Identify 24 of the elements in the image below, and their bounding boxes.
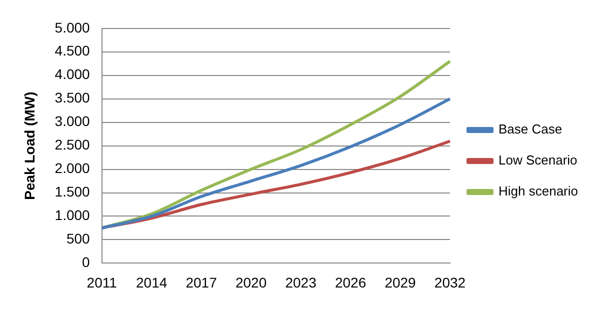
y-axis-title: Peak Load (MW) <box>21 92 38 200</box>
y-tick-label: 1.000 <box>54 207 90 224</box>
x-tick-label: 2023 <box>285 274 317 290</box>
x-tick-label: 2014 <box>136 274 168 290</box>
legend-label: Low Scenario <box>498 152 578 168</box>
y-tick-label: 2.000 <box>54 160 90 176</box>
x-tick-label: 2032 <box>434 274 466 290</box>
y-tick-label: 3.000 <box>54 113 90 130</box>
y-tick-label: 2.500 <box>54 136 90 153</box>
legend-label: High scenario <box>498 184 578 199</box>
x-tick-label: 2011 <box>86 274 118 290</box>
y-tick-label: 3.500 <box>54 90 90 106</box>
y-tick-label: 5.000 <box>54 19 90 36</box>
y-tick-label: 0 <box>82 254 90 270</box>
x-tick-label: 2029 <box>384 274 416 290</box>
y-tick-label: 4.000 <box>54 66 90 82</box>
x-tick-label: 2017 <box>186 274 218 290</box>
y-tick-label: 1.500 <box>54 184 90 200</box>
x-tick-label: 2020 <box>235 274 267 290</box>
x-tick-label: 2026 <box>334 274 366 290</box>
line-series <box>100 97 452 230</box>
y-tick-label: 4.500 <box>54 42 90 59</box>
legend-label: Base Case <box>498 122 562 137</box>
y-tick-label: 500 <box>66 230 90 247</box>
